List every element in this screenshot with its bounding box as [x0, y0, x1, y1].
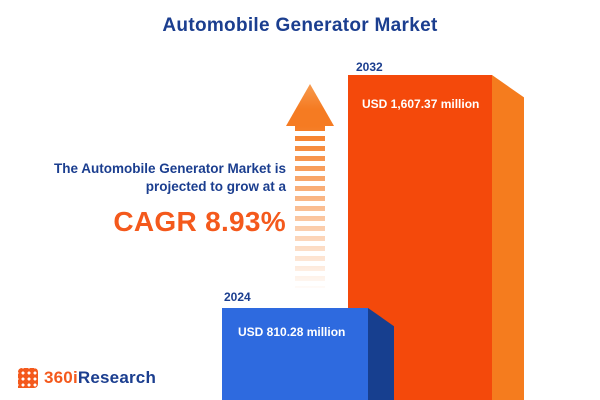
annotation-line-1: The Automobile Generator Market is [53, 161, 286, 176]
arrow-head-icon [286, 84, 334, 126]
bar-2024-value-label: USD 810.28 million [238, 325, 346, 339]
logo-text-research: Research [77, 368, 157, 387]
brand-logo: 360iResearch [18, 368, 156, 388]
bar-2024-year-label: 2024 [224, 290, 251, 304]
page-title: Automobile Generator Market [162, 15, 438, 36]
logo-mark-icon [18, 368, 38, 388]
bar-2032-value-label: USD 1,607.37 million [362, 97, 480, 111]
growth-annotation: The Automobile Generator Market is proje… [6, 160, 286, 238]
growth-arrow-icon [286, 84, 334, 288]
annotation-line-2: projected to grow at a [145, 179, 286, 195]
bar-2024 [222, 308, 394, 400]
arrow-dashed-tail [295, 126, 325, 288]
logo-text-360i: 360i [44, 368, 78, 387]
cagr-value: CAGR 8.93% [113, 206, 286, 238]
bar-2032-year-label: 2032 [356, 60, 383, 74]
bar-2032-side-face [492, 75, 524, 400]
bar-2024-front-face [222, 308, 368, 400]
bar-2024-side-face [368, 308, 394, 400]
logo-text: 360iResearch [44, 368, 156, 388]
